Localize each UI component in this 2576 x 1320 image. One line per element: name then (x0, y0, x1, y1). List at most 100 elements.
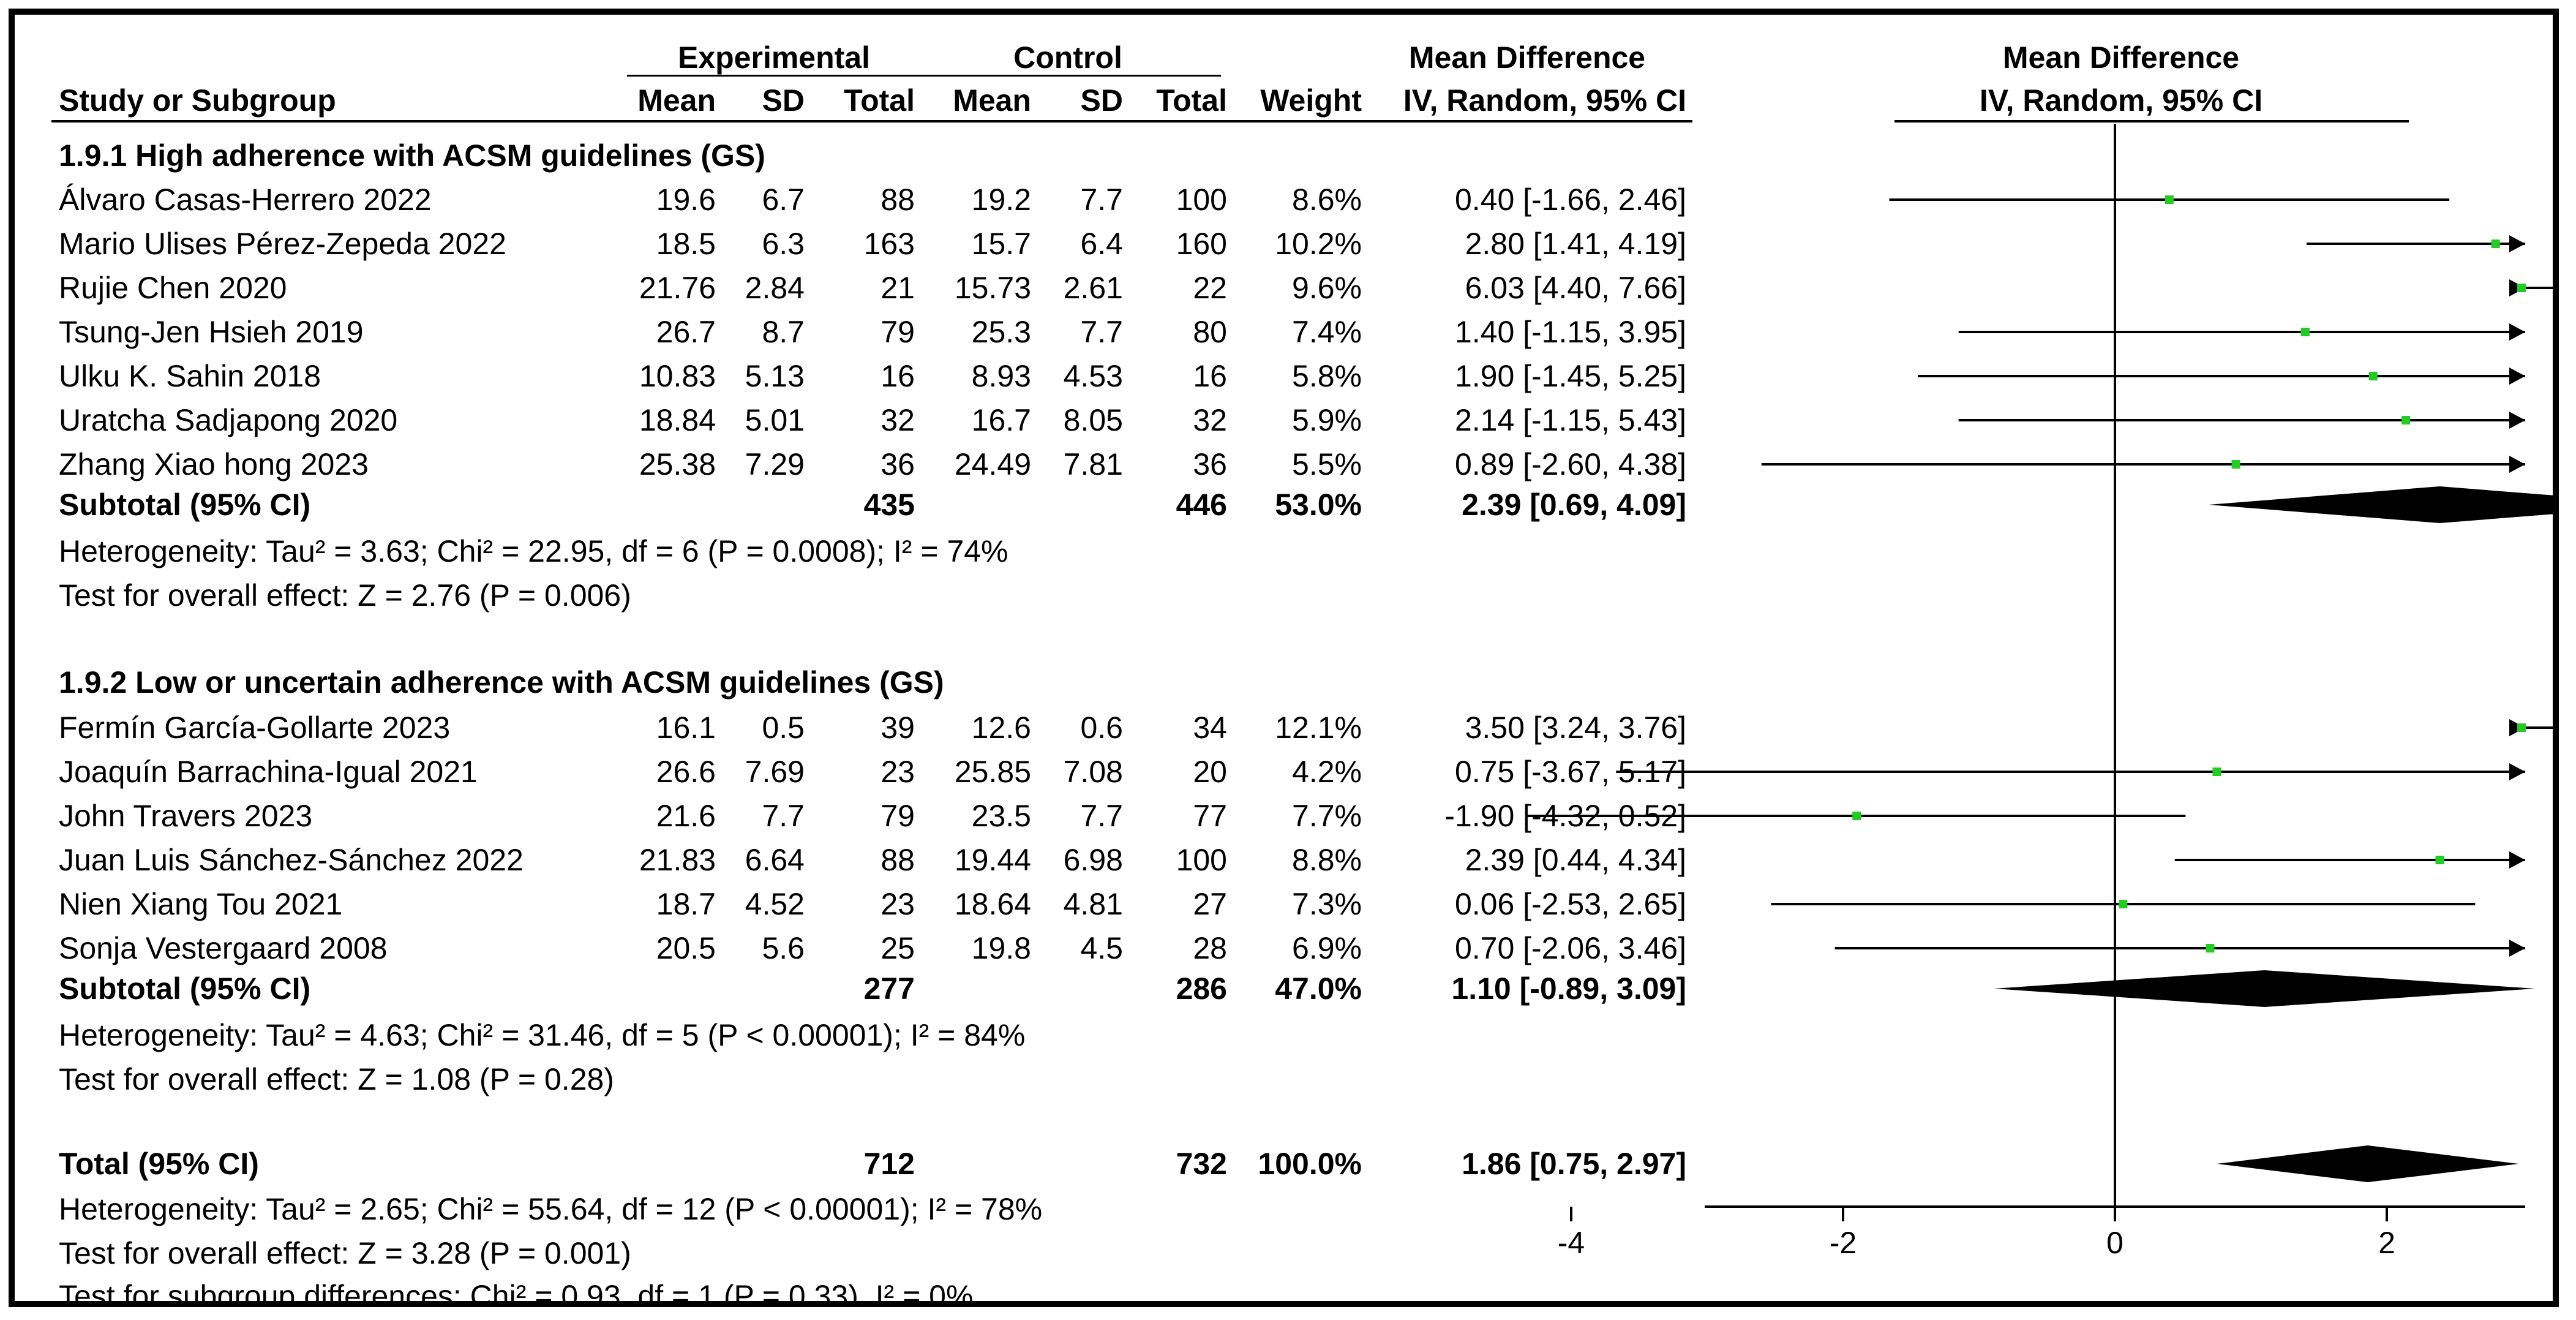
control-total: 28 (1193, 931, 1227, 965)
control-total: 77 (1193, 799, 1227, 833)
control-mean: 25.3 (971, 315, 1031, 349)
study-ci: 1.40 [-1.15, 3.95] (1454, 315, 1686, 349)
subtotal-1-weight: 53.0% (1275, 488, 1362, 522)
plot-header-rule (1894, 120, 2409, 123)
subgroup-2-title: 1.9.2 Low or uncertain adherence with AC… (59, 665, 944, 700)
experimental-mean: 18.5 (656, 227, 716, 261)
experimental-sd: 7.29 (745, 447, 805, 481)
study-weight: 5.9% (1292, 403, 1362, 437)
control-total: 34 (1193, 711, 1227, 745)
total-ci: 1.86 [0.75, 2.97] (1462, 1147, 1686, 1181)
experimental-total: 163 (863, 227, 915, 261)
control-sd: 0.6 (1080, 711, 1123, 745)
experimental-mean: 26.7 (656, 315, 716, 349)
control-total: 36 (1193, 447, 1227, 481)
effect-column-header: Mean Difference (1408, 40, 1646, 75)
control-mean: 25.85 (954, 755, 1031, 789)
pooled-diamond (2209, 486, 2553, 523)
ci-overflow-arrow-icon (2509, 763, 2525, 780)
study-name: Ulku K. Sahin 2018 (59, 359, 321, 393)
study-weight: 5.8% (1292, 359, 1362, 393)
experimental-mean: 16.1 (656, 711, 716, 745)
control-total: 20 (1193, 755, 1227, 789)
control-sd: 4.53 (1063, 359, 1123, 393)
study-weight: 7.7% (1292, 799, 1362, 833)
experimental-control-header-rule (627, 75, 1221, 77)
ci-overflow-arrow-icon (2509, 456, 2525, 473)
study-point-estimate (1852, 812, 1861, 820)
experimental-sd: 0.5 (762, 711, 805, 745)
experimental-total: 32 (881, 403, 915, 437)
study-point-estimate (2368, 372, 2378, 380)
study-ci: 0.89 [-2.60, 4.38] (1454, 447, 1686, 481)
plot-method-header: IV, Random, 95% CI (1979, 83, 2263, 118)
experimental-sd: 8.7 (762, 315, 805, 349)
control-sd: 4.81 (1063, 887, 1123, 921)
control-sd: 2.61 (1063, 271, 1123, 305)
experimental-total: 16 (881, 359, 915, 393)
control-total: 80 (1193, 315, 1227, 349)
experimental-total: 23 (881, 887, 915, 921)
study-ci: 2.14 [-1.15, 5.43] (1454, 403, 1686, 437)
control-mean: 18.64 (954, 887, 1031, 921)
control-total: 16 (1193, 359, 1227, 393)
experimental-mean: 21.6 (656, 799, 716, 833)
study-point-estimate (2435, 856, 2444, 864)
x-tick-label: -4 (1558, 1226, 1585, 1260)
study-ci: 2.80 [1.41, 4.19] (1465, 227, 1686, 261)
control-mean: 19.44 (954, 843, 1031, 877)
experimental-mean: 18.7 (656, 887, 716, 921)
study-weight: 9.6% (1292, 271, 1362, 305)
experimental-mean-header: Mean (637, 83, 716, 118)
experimental-mean: 21.83 (639, 843, 716, 877)
experimental-total: 25 (881, 931, 915, 965)
experimental-mean: 10.83 (639, 359, 716, 393)
control-sd: 7.7 (1080, 799, 1123, 833)
experimental-total: 39 (881, 711, 915, 745)
subtotal-2-experimental-total: 277 (863, 971, 915, 1006)
study-name: Zhang Xiao hong 2023 (59, 447, 369, 481)
study-point-estimate (2206, 944, 2215, 952)
experimental-sd: 5.6 (762, 931, 805, 965)
experimental-sd-header: SD (762, 83, 805, 118)
study-point-estimate (2300, 328, 2310, 336)
subgroup-2-overall-effect: Test for overall effect: Z = 1.08 (P = 0… (59, 1062, 614, 1096)
study-point-estimate (2119, 900, 2128, 908)
experimental-mean: 18.84 (639, 403, 716, 437)
ci-overflow-arrow-icon (2509, 323, 2525, 341)
subtotal-2-ci: 1.10 [-0.89, 3.09] (1451, 971, 1686, 1006)
subtotal-1-ci: 2.39 [0.69, 4.09] (1462, 488, 1686, 522)
control-sd: 4.5 (1080, 931, 1123, 965)
subgroup-differences-test: Test for subgroup differences: Chi² = 0.… (59, 1279, 974, 1307)
experimental-mean: 26.6 (656, 755, 716, 789)
control-mean: 15.73 (954, 271, 1031, 305)
study-point-estimate (2491, 239, 2500, 248)
control-sd: 6.98 (1063, 843, 1123, 877)
control-mean: 19.2 (971, 183, 1031, 217)
subtotal-2-control-total: 286 (1176, 971, 1227, 1006)
control-sd: 6.4 (1080, 227, 1123, 261)
study-ci: 6.03 [4.40, 7.66] (1465, 271, 1686, 305)
experimental-total: 21 (881, 271, 915, 305)
experimental-mean: 21.76 (639, 271, 716, 305)
experimental-sd: 7.69 (745, 755, 805, 789)
control-sd: 8.05 (1063, 403, 1123, 437)
total-overall-effect: Test for overall effect: Z = 3.28 (P = 0… (59, 1236, 631, 1270)
control-sd: 7.08 (1063, 755, 1123, 789)
ci-overflow-arrow-icon (2509, 940, 2525, 957)
x-tick-label: 0 (2106, 1226, 2124, 1260)
subtotal-2-weight: 47.0% (1275, 971, 1362, 1006)
experimental-sd: 5.01 (745, 403, 805, 437)
control-total: 32 (1193, 403, 1227, 437)
experimental-mean: 19.6 (656, 183, 716, 217)
pooled-diamond (2217, 1145, 2519, 1182)
experimental-sd: 6.64 (745, 843, 805, 877)
study-weight: 4.2% (1292, 755, 1362, 789)
experimental-total: 23 (881, 755, 915, 789)
ci-overflow-arrow-icon (2509, 368, 2525, 385)
control-mean: 23.5 (971, 799, 1031, 833)
control-mean-header: Mean (953, 83, 1031, 118)
control-mean: 8.93 (971, 359, 1031, 393)
control-group-header: Control (1013, 40, 1122, 75)
control-sd: 7.7 (1080, 315, 1123, 349)
